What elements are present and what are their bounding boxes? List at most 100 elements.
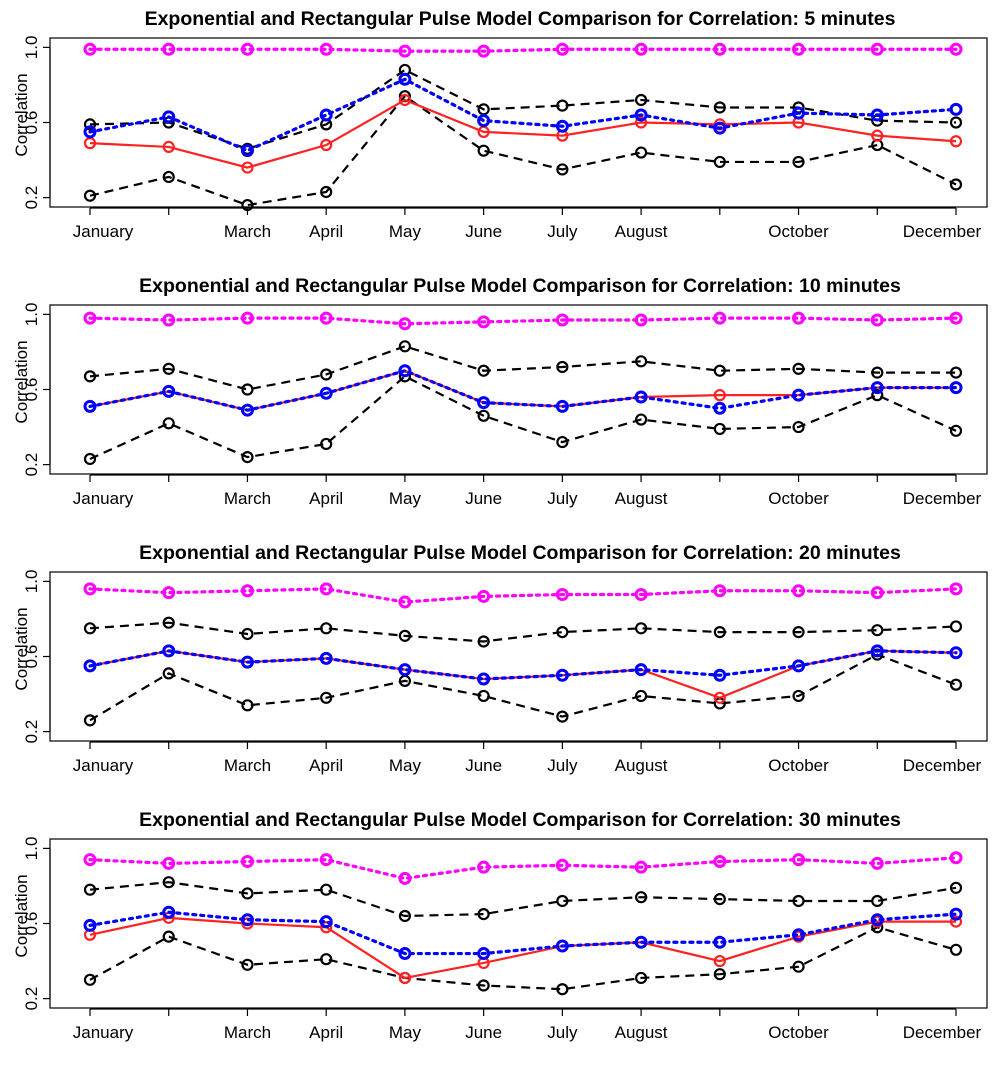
data-point [792,853,806,867]
data-point [83,189,97,202]
data-point [870,313,884,327]
data-point [398,871,412,885]
data-point [83,853,97,867]
data-point [949,678,963,691]
panel-svg-20-minutes: Exponential and Rectangular Pulse Model … [12,542,988,775]
x-tick-label: March [224,222,271,241]
data-point [320,691,333,704]
x-tick-label: July [547,756,578,775]
panel-svg-30-minutes: Exponential and Rectangular Pulse Model … [12,809,988,1042]
data-point [162,417,175,430]
data-point [949,620,963,633]
series-line [88,47,958,53]
data-point [870,108,884,122]
data-point [634,146,648,159]
data-point [556,360,569,374]
data-point [713,422,726,436]
y-axis: 0.2 0.6 1.0 [22,837,51,1010]
data-point [398,663,412,677]
data-point [634,860,648,874]
data-point [240,144,254,158]
data-point [162,110,176,124]
data-point [162,905,176,919]
data-point [634,891,648,904]
series-3 [83,911,963,985]
data-point [792,106,806,120]
series-1 [83,340,963,396]
x-tick-label: May [389,756,422,775]
x-tick-label: October [768,756,829,775]
data-point [83,311,97,325]
data-point [162,170,175,184]
data-point [162,362,175,375]
data-point [398,364,412,378]
data-point [713,101,726,114]
data-point [792,362,805,375]
data-point [870,381,884,395]
series-2 [83,921,963,996]
data-point [320,138,333,152]
data-point [634,588,648,602]
data-point [634,689,648,703]
data-point [162,42,176,56]
data-point [398,971,412,985]
data-point [477,979,490,992]
x-tick-label: May [389,1023,422,1042]
series-line [88,369,958,412]
data-point [870,42,884,56]
x-tick-label: July [547,1023,578,1042]
data-point [83,883,97,896]
data-point [634,313,648,327]
series-4 [83,644,963,686]
data-point [83,582,97,596]
x-tick-label: March [224,489,271,508]
data-point [949,424,963,437]
chart-panel-10-minutes: Exponential and Rectangular Pulse Model … [0,267,1000,534]
data-point [555,42,569,56]
data-point [556,163,569,176]
series-layer [83,42,963,212]
data-point [556,894,569,908]
y-axis: 0.2 0.6 1.0 [22,303,51,476]
x-axis: January March April May June July August Octobe… [73,207,982,241]
x-tick-label: January [73,489,134,508]
data-point [949,42,963,56]
data-point [949,582,963,596]
data-point [949,943,963,956]
data-point [320,953,333,966]
data-point [477,114,491,128]
y-tick-label: 0.2 [22,720,41,744]
x-tick-label: May [389,222,422,241]
data-point [477,396,491,410]
data-point [83,659,97,673]
data-point [634,413,648,426]
data-point [792,42,806,56]
data-point [634,42,648,56]
series-line [88,77,958,153]
data-point [398,72,412,86]
data-point [556,625,569,639]
series-1 [83,63,963,155]
y-tick-label: 0.6 [22,111,41,135]
series-4 [83,364,963,417]
data-point [240,584,254,598]
data-point [555,313,569,327]
y-axis: 0.2 0.6 1.0 [22,36,51,210]
data-point [792,584,806,598]
x-tick-label: June [465,222,502,241]
data-point [83,370,97,383]
data-point [162,667,175,680]
data-point [792,155,805,169]
data-point [949,851,963,865]
chart-title: Exponential and Rectangular Pulse Model … [139,275,901,297]
x-tick-label: October [768,1023,829,1042]
data-point [792,928,806,942]
plot-area [49,838,988,1009]
series-line [89,68,957,150]
series-line [89,881,957,918]
data-point [477,315,491,329]
data-point [634,108,648,122]
data-point [713,401,727,415]
data-point [792,388,806,402]
y-tick-label: 0.2 [22,186,41,210]
